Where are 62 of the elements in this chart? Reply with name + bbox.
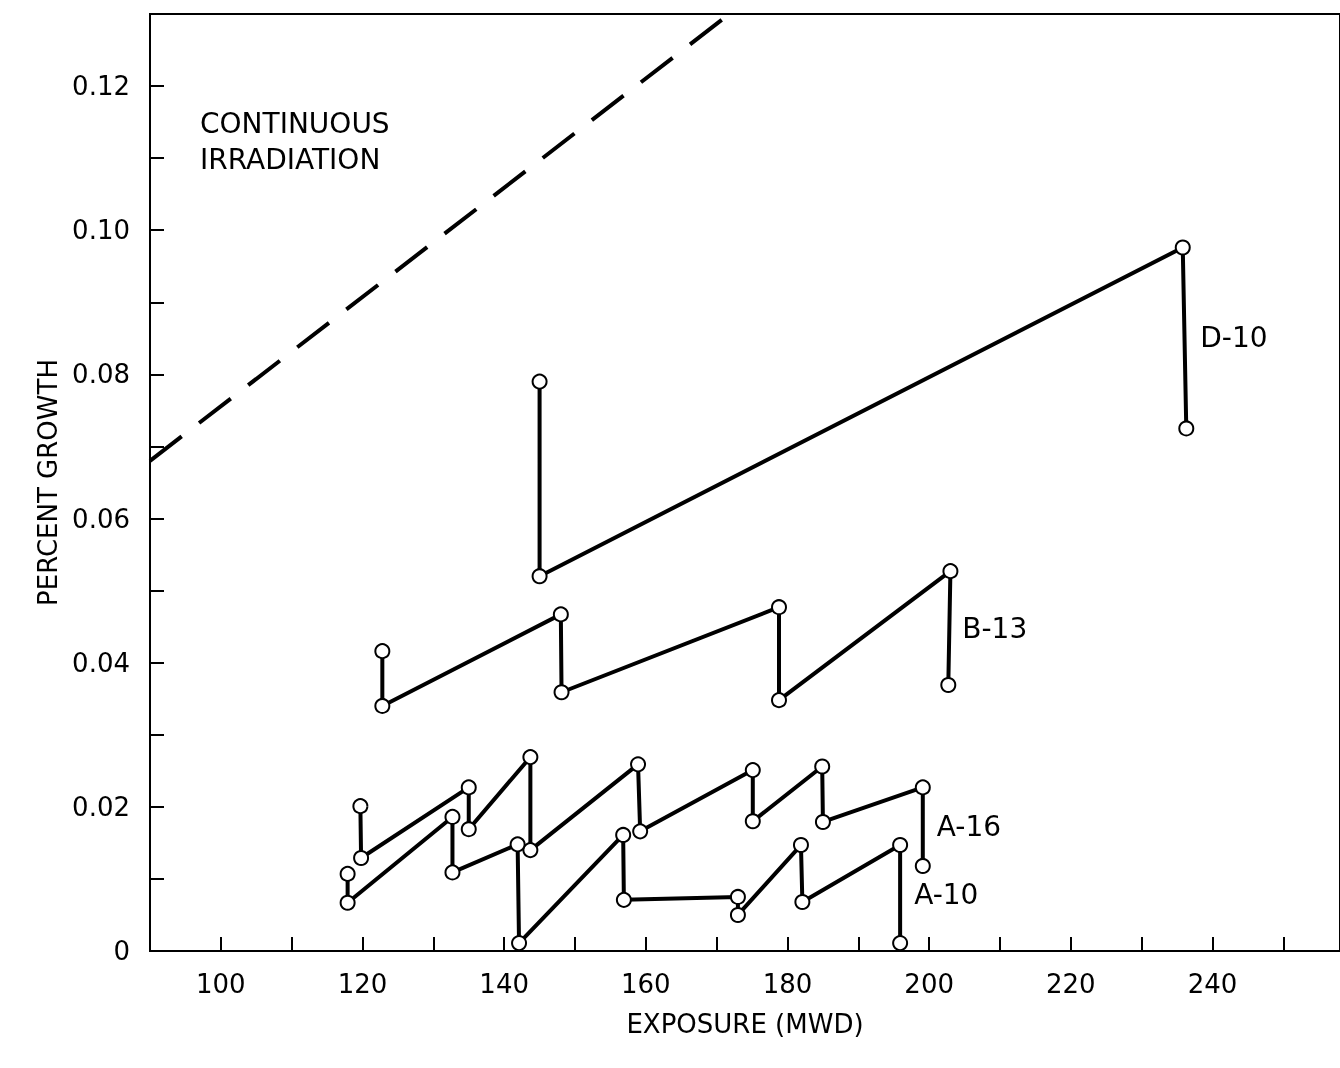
y-tick-label: 0.04 — [72, 647, 130, 678]
point — [914, 857, 931, 874]
x-tick-label: 220 — [1046, 969, 1096, 999]
point — [1178, 420, 1195, 437]
point — [509, 836, 526, 853]
point — [630, 756, 647, 773]
point — [771, 599, 787, 616]
point — [339, 894, 356, 911]
x-tick-label: 180 — [762, 969, 813, 999]
x-tick-label: 100 — [196, 969, 246, 999]
point — [771, 692, 787, 709]
point — [942, 563, 959, 580]
point — [444, 864, 461, 881]
point — [615, 826, 632, 843]
point — [552, 606, 569, 623]
point — [729, 888, 746, 905]
point — [353, 850, 370, 867]
series-label: A-10 — [914, 877, 979, 911]
x-tick-label: 140 — [479, 969, 529, 999]
point — [744, 762, 761, 779]
point — [744, 813, 761, 830]
point — [1174, 239, 1191, 256]
point — [615, 891, 632, 908]
point — [892, 837, 909, 854]
point — [522, 842, 539, 859]
point — [814, 813, 831, 830]
point — [352, 798, 369, 815]
point — [729, 906, 746, 923]
series-label: D-10 — [1200, 321, 1268, 355]
series-label: A-16 — [936, 810, 1002, 844]
y-tick-label: 0.10 — [72, 215, 130, 246]
point — [339, 865, 356, 882]
annotation: CONTINUOUS IRRADIATION — [200, 106, 399, 176]
point — [914, 779, 931, 796]
point — [814, 758, 831, 775]
point — [374, 643, 391, 660]
point — [553, 684, 570, 701]
point — [531, 373, 548, 390]
point — [794, 893, 811, 910]
x-tick-label: 240 — [1187, 969, 1238, 999]
point — [374, 697, 391, 714]
x-tick-label: 160 — [621, 969, 671, 999]
point — [522, 749, 539, 766]
y-tick-label: 0 — [113, 936, 130, 966]
point — [792, 837, 809, 854]
y-axis-title: PERCENT GROWTH — [33, 359, 64, 606]
x-tick-label: 200 — [904, 969, 954, 999]
x-axis-title: EXPOSURE (MWD) — [626, 1009, 864, 1039]
y-tick-label: 0.08 — [72, 359, 130, 390]
point — [940, 677, 957, 694]
y-tick-label: 0.06 — [72, 503, 130, 534]
x-tick-label: 120 — [337, 969, 388, 999]
point — [892, 935, 909, 952]
point — [444, 808, 461, 825]
point — [531, 568, 548, 585]
y-tick-label: 0.02 — [72, 791, 130, 822]
series-label: B-13 — [962, 611, 1028, 645]
point — [460, 821, 477, 838]
point — [460, 779, 477, 796]
point — [632, 823, 649, 840]
point — [511, 935, 528, 952]
y-tick-label: 0.12 — [72, 71, 130, 102]
